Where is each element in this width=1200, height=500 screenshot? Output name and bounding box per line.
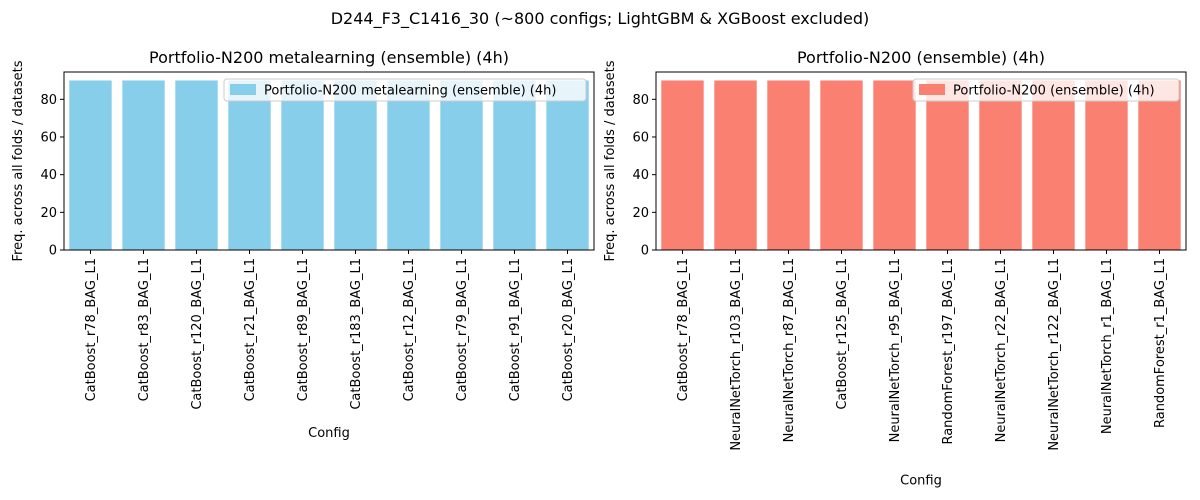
chart-title: Portfolio-N200 metalearning (ensemble) (…: [149, 48, 509, 67]
y-axis-label: Freq. across all folds / datasets: [603, 60, 618, 261]
chart-panel-2: Portfolio-N200 (ensemble) (4h) 0 20 40 60 80 C…: [603, 48, 1187, 489]
y-tick-label: 40: [40, 168, 57, 183]
legend-swatch: [919, 84, 945, 95]
x-tick-label: CatBoost_r21_BAG_L1: [243, 258, 258, 401]
bar-1: [661, 80, 704, 250]
x-tick-label: NeuralNetTorch_r87_BAG_L1: [782, 258, 797, 442]
legend: Portfolio-N200 (ensemble) (4h): [912, 78, 1180, 102]
legend-label: Portfolio-N200 metalearning (ensemble) (…: [264, 84, 556, 99]
x-tick-label: CatBoost_r83_BAG_L1: [137, 258, 152, 401]
x-tick-label: NeuralNetTorch_r103_BAG_L1: [729, 258, 744, 451]
bar-3: [175, 80, 218, 250]
charts-container: Portfolio-N200 metalearning (ensemble) (…: [11, 48, 1187, 489]
x-tick-label: RandomForest_r1_BAG_L1: [1153, 258, 1168, 428]
bar-6: [334, 80, 377, 250]
legend: Portfolio-N200 metalearning (ensemble) (…: [223, 78, 587, 102]
x-tick-label: NeuralNetTorch_r22_BAG_L1: [994, 258, 1009, 442]
bar-5: [281, 80, 324, 250]
x-tick-label: CatBoost_r20_BAG_L1: [561, 258, 576, 401]
bar-10: [546, 80, 589, 250]
x-axis-label: Config: [900, 474, 942, 489]
bar-1: [69, 80, 112, 250]
y-tick-label: 80: [40, 93, 57, 108]
y-tick-label: 0: [641, 244, 649, 259]
x-tick-label: CatBoost_r12_BAG_L1: [402, 258, 417, 401]
bar-9: [493, 80, 536, 250]
bar-4: [228, 80, 271, 250]
chart-title: Portfolio-N200 (ensemble) (4h): [797, 48, 1045, 67]
bar-3: [767, 80, 810, 250]
figure-suptitle: D244_F3_C1416_30 (~800 configs; LightGBM…: [331, 9, 870, 29]
x-tick-label: CatBoost_r79_BAG_L1: [455, 258, 470, 401]
bar-9: [1085, 80, 1128, 250]
axes-frame: [63, 71, 595, 251]
legend-swatch: [230, 84, 256, 95]
y-tick-label: 60: [40, 130, 57, 145]
bar-7: [979, 80, 1022, 250]
x-tick-label: NeuralNetTorch_r122_BAG_L1: [1047, 258, 1062, 451]
bar-8: [440, 80, 483, 250]
x-tick-label: RandomForest_r197_BAG_L1: [941, 258, 956, 445]
x-axis-label: Config: [308, 426, 350, 441]
x-tick-label: NeuralNetTorch_r1_BAG_L1: [1100, 258, 1115, 434]
x-tick-label: CatBoost_r125_BAG_L1: [835, 258, 850, 410]
y-tick-label: 60: [632, 130, 649, 145]
x-tick-label: CatBoost_r78_BAG_L1: [676, 258, 691, 401]
legend-box: [912, 78, 1180, 102]
bar-10: [1138, 80, 1181, 250]
y-tick-label: 20: [632, 206, 649, 221]
y-tick-label: 40: [632, 168, 649, 183]
bar-2: [122, 80, 165, 250]
axes-frame: [655, 71, 1187, 251]
x-tick-label: CatBoost_r120_BAG_L1: [190, 258, 205, 410]
x-tick-label: CatBoost_r183_BAG_L1: [349, 258, 364, 410]
legend-box: [223, 78, 587, 102]
x-tick-label: CatBoost_r91_BAG_L1: [508, 258, 523, 401]
bar-7: [387, 80, 430, 250]
legend-label: Portfolio-N200 (ensemble) (4h): [953, 84, 1155, 99]
y-axis-label: Freq. across all folds / datasets: [11, 60, 26, 261]
bar-5: [873, 80, 916, 250]
chart-panel-1: Portfolio-N200 metalearning (ensemble) (…: [11, 48, 595, 441]
bar-6: [926, 80, 969, 250]
x-tick-label: CatBoost_r78_BAG_L1: [84, 258, 99, 401]
bar-4: [820, 80, 863, 250]
x-tick-label: NeuralNetTorch_r95_BAG_L1: [888, 258, 903, 442]
bar-8: [1032, 80, 1075, 250]
y-tick-label: 0: [49, 244, 57, 259]
bar-2: [714, 80, 757, 250]
x-tick-label: CatBoost_r89_BAG_L1: [296, 258, 311, 401]
y-tick-label: 80: [632, 93, 649, 108]
y-tick-label: 20: [40, 206, 57, 221]
